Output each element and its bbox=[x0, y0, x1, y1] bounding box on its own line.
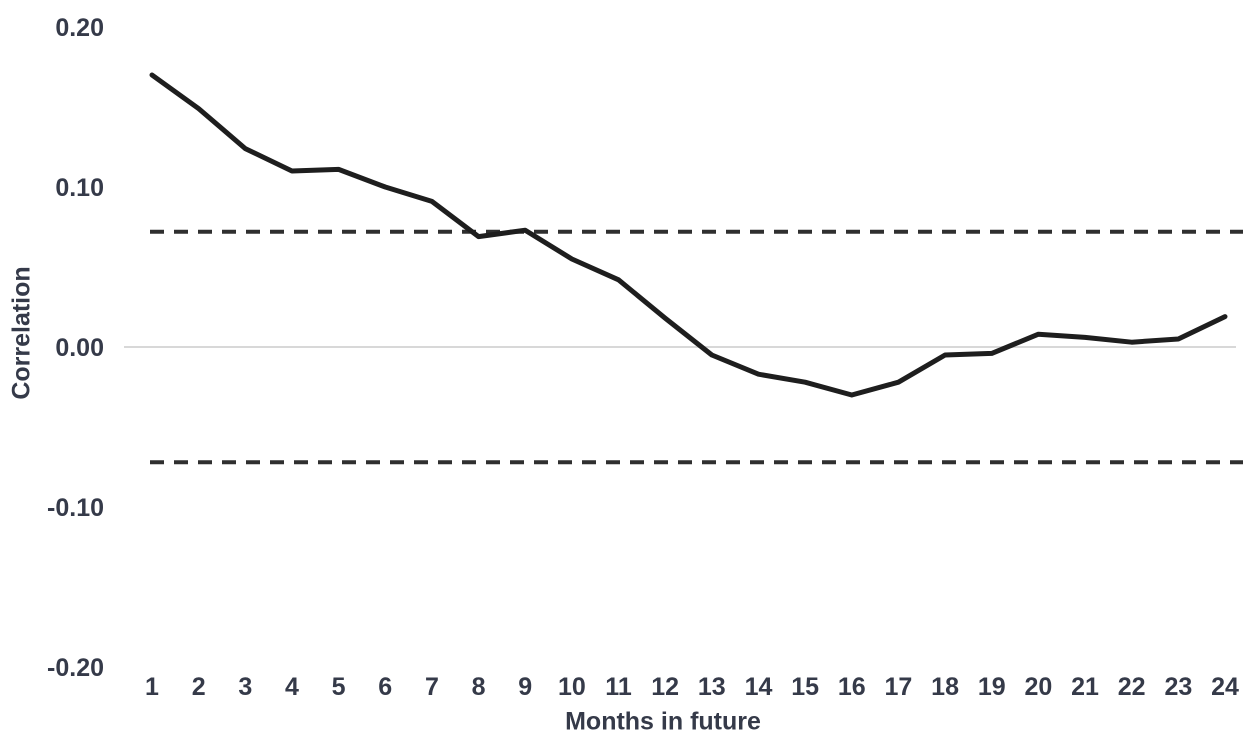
correlation-line bbox=[149, 72, 1228, 398]
x-tick-label: 9 bbox=[518, 673, 532, 701]
x-tick-label: 23 bbox=[1164, 673, 1192, 701]
x-tick-label: 6 bbox=[378, 673, 392, 701]
x-tick-label: 21 bbox=[1071, 673, 1099, 701]
x-tick-label: 8 bbox=[472, 673, 486, 701]
x-tick-label: 1 bbox=[145, 673, 159, 701]
x-tick-label: 24 bbox=[1211, 673, 1239, 701]
x-tick-label: 16 bbox=[838, 673, 866, 701]
y-tick-label: -0.20 bbox=[47, 654, 104, 682]
x-tick-label: 3 bbox=[238, 673, 252, 701]
x-tick-label: 12 bbox=[651, 673, 679, 701]
x-axis-title: Months in future bbox=[565, 707, 761, 736]
y-tick-label: 0.20 bbox=[55, 14, 104, 42]
x-tick-label: 5 bbox=[332, 673, 346, 701]
y-tick-label: 0.10 bbox=[55, 174, 104, 202]
x-tick-label: 22 bbox=[1118, 673, 1146, 701]
x-tick-label: 13 bbox=[698, 673, 726, 701]
x-tick-label: 14 bbox=[745, 673, 773, 701]
x-tick-label: 17 bbox=[885, 673, 913, 701]
x-tick-label: 19 bbox=[978, 673, 1006, 701]
x-tick-label: 2 bbox=[192, 673, 206, 701]
x-tick-label: 4 bbox=[285, 673, 299, 701]
x-tick-label: 11 bbox=[605, 673, 632, 701]
y-axis-title: Correlation bbox=[7, 266, 36, 400]
x-tick-label: 15 bbox=[791, 673, 819, 701]
y-tick-label: 0.00 bbox=[55, 334, 104, 362]
y-tick-label: -0.10 bbox=[47, 494, 104, 522]
x-tick-label: 7 bbox=[425, 673, 439, 701]
x-tick-label: 20 bbox=[1024, 673, 1052, 701]
x-tick-label: 10 bbox=[558, 673, 586, 701]
x-tick-label: 18 bbox=[931, 673, 959, 701]
